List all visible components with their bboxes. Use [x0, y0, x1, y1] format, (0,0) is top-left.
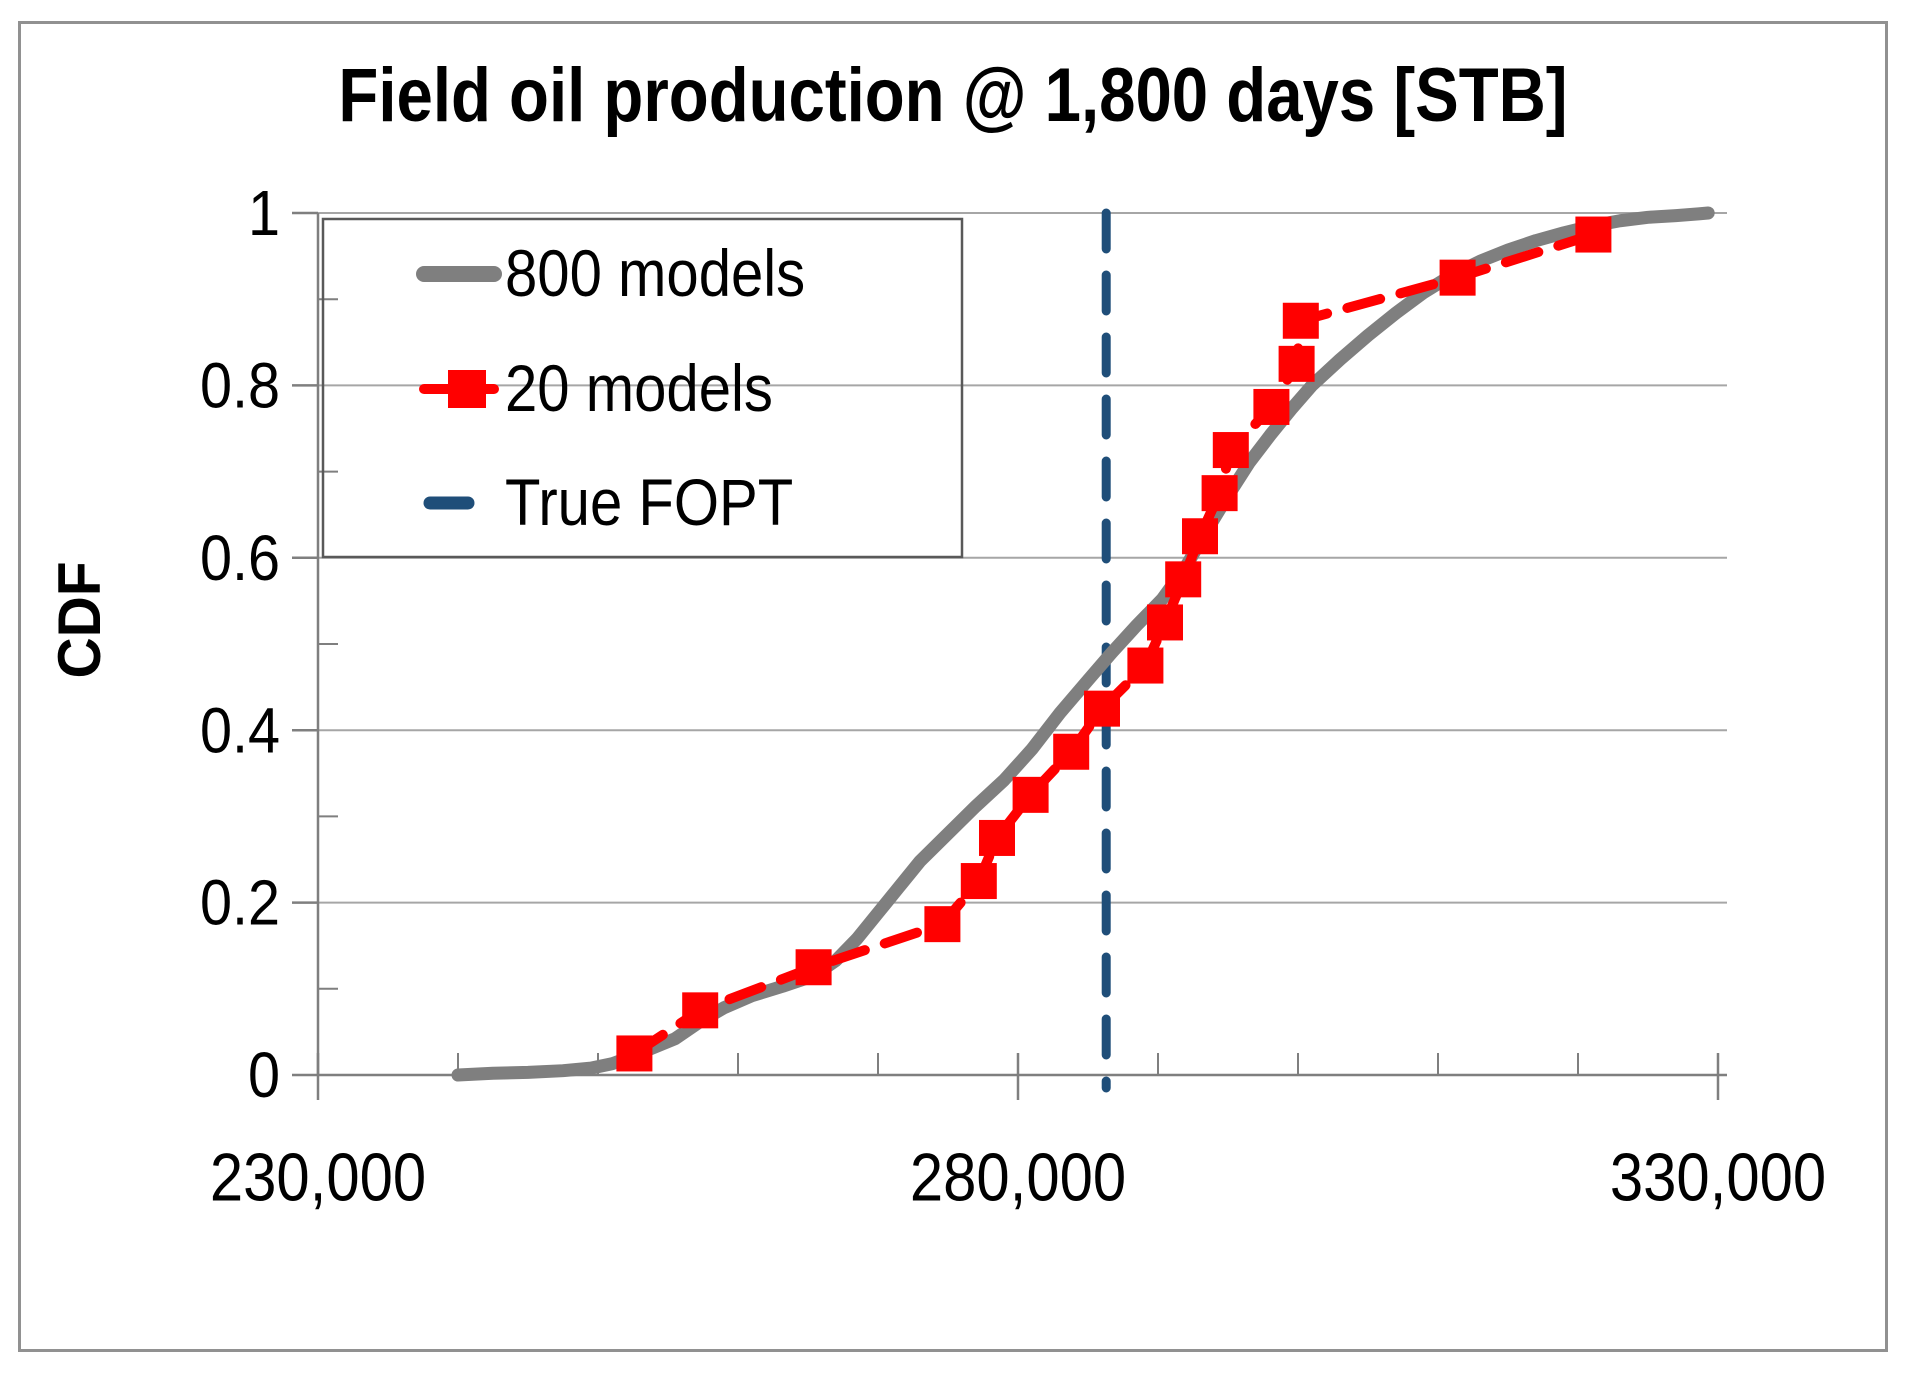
chart-title: Field oil production @ 1,800 days [STB] — [338, 54, 1567, 139]
20-models-marker — [960, 863, 997, 900]
series-800-models — [451, 206, 1715, 1082]
20-models-marker — [1147, 604, 1183, 641]
20-models-marker — [682, 992, 719, 1029]
20-models-marker — [1165, 561, 1202, 598]
y-tick-label: 0 — [248, 1039, 280, 1110]
20-models-marker — [1053, 733, 1090, 770]
800-models-curve — [451, 206, 1715, 1082]
20-models-marker — [616, 1035, 653, 1072]
axes — [316, 213, 1727, 1077]
y-axis-title: CDF — [47, 561, 114, 678]
20-models-marker — [1575, 216, 1612, 253]
20-models-marker — [1278, 345, 1315, 382]
20-models-marker — [924, 906, 961, 943]
20-models-marker — [1439, 259, 1476, 296]
legend-label-true-fopt: True FOPT — [505, 466, 793, 539]
20-models-marker — [1084, 690, 1120, 727]
axis-ticks — [292, 211, 1720, 1100]
x-tick-label: 280,000 — [910, 1139, 1126, 1215]
y-tick-label: 0.8 — [200, 350, 280, 421]
figure-border — [18, 21, 1888, 1352]
y-tick-labels: 0 0.2 0.4 0.6 0.8 1 — [200, 177, 280, 1110]
20-models-marker — [1012, 776, 1049, 813]
20-models-marker — [1182, 518, 1218, 555]
20-models-marker — [979, 819, 1015, 856]
legend-border — [321, 217, 964, 559]
x-tick-label: 330,000 — [1610, 1139, 1826, 1215]
legend: 800 models 20 models True FOPT — [321, 217, 964, 559]
20-models-marker — [1127, 647, 1164, 684]
y-tick-label: 0.2 — [200, 867, 280, 938]
20-models-marker — [1253, 388, 1290, 425]
y-tick-label: 0.6 — [200, 522, 280, 593]
20-models-marker — [1201, 475, 1238, 512]
20-models-marker — [1282, 302, 1319, 339]
20-models-marker — [795, 949, 832, 986]
legend-label-800-models: 800 models — [505, 237, 805, 310]
gridlines — [318, 212, 1727, 904]
series-20-models — [616, 216, 1612, 1072]
x-tick-label: 230,000 — [210, 1139, 426, 1215]
legend-label-20-models: 20 models — [505, 352, 773, 425]
legend-swatch-20-models-marker-icon — [448, 370, 486, 408]
20-models-marker — [1212, 432, 1249, 469]
y-tick-label: 0.4 — [200, 694, 280, 765]
y-tick-label: 1 — [248, 177, 280, 248]
x-tick-labels: 230,000 280,000 330,000 — [210, 1139, 1826, 1215]
